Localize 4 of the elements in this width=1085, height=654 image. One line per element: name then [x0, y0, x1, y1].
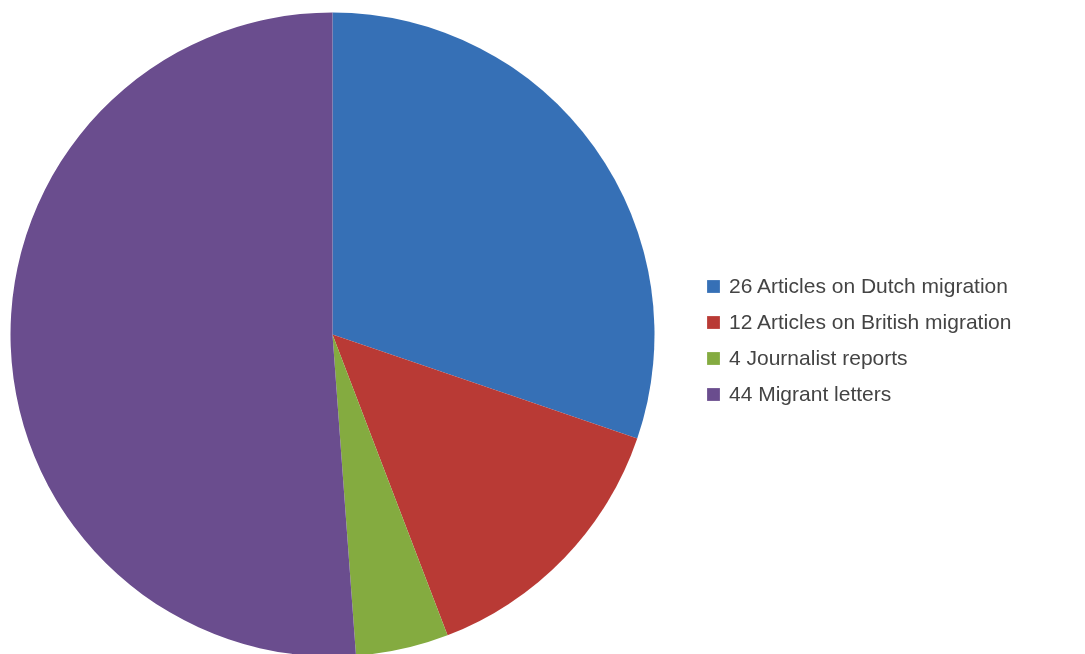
- legend-label: 12 Articles on British migration: [729, 310, 1012, 334]
- legend-label: 26 Articles on Dutch migration: [729, 274, 1008, 298]
- legend-label: 44 Migrant letters: [729, 382, 892, 406]
- legend-label: 4 Journalist reports: [729, 346, 908, 370]
